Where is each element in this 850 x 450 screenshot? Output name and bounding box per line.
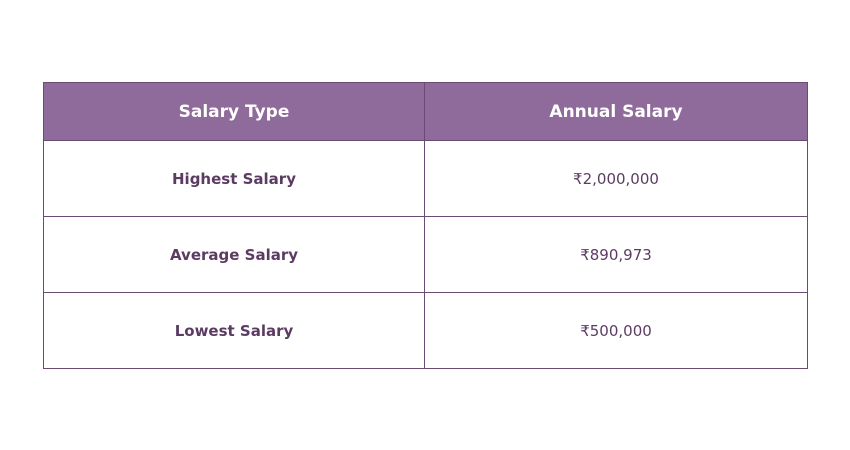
annual-salary-cell: ₹500,000	[424, 292, 808, 369]
table-row: Average Salary ₹890,973	[43, 216, 808, 293]
header-annual-salary: Annual Salary	[424, 82, 808, 141]
table-row: Lowest Salary ₹500,000	[43, 292, 808, 369]
salary-table: Salary Type Annual Salary Highest Salary…	[43, 82, 808, 369]
salary-type-cell: Average Salary	[43, 216, 425, 293]
table-body: Highest Salary ₹2,000,000 Average Salary…	[43, 140, 808, 369]
header-row: Salary Type Annual Salary	[43, 82, 808, 141]
table-header: Salary Type Annual Salary	[43, 82, 808, 141]
table-row: Highest Salary ₹2,000,000	[43, 140, 808, 217]
salary-type-cell: Highest Salary	[43, 140, 425, 217]
salary-type-cell: Lowest Salary	[43, 292, 425, 369]
annual-salary-cell: ₹890,973	[424, 216, 808, 293]
annual-salary-cell: ₹2,000,000	[424, 140, 808, 217]
header-salary-type: Salary Type	[43, 82, 425, 141]
